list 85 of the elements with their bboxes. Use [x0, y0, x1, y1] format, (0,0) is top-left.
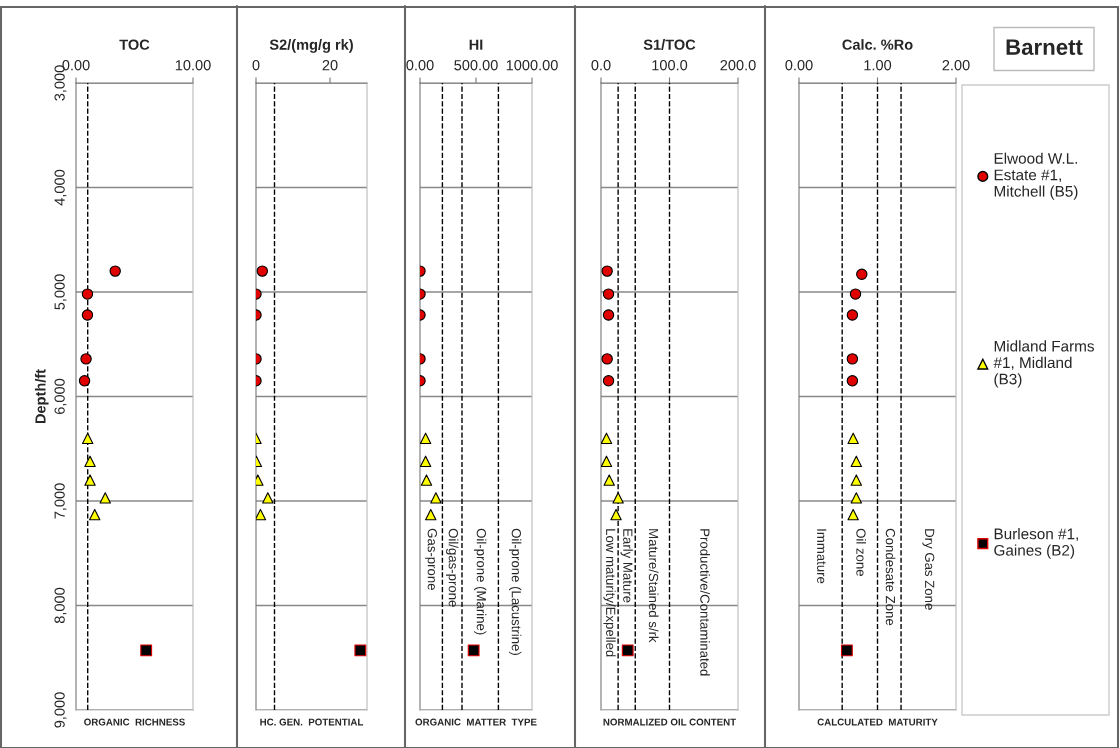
- point: [846, 375, 859, 387]
- point: [846, 309, 859, 321]
- point: [850, 492, 863, 504]
- x-axis-title: HC. GEN. POTENTIAL: [260, 718, 364, 726]
- point: [850, 474, 863, 486]
- point: [99, 492, 111, 504]
- x-tick-label: 0.00: [406, 60, 434, 71]
- legend-label: Burleson #1, Gaines (B2): [994, 528, 1078, 559]
- y-tick-label: 5,000: [54, 274, 67, 310]
- point: [467, 644, 480, 657]
- point: [420, 455, 432, 467]
- point: [601, 353, 613, 365]
- point: [610, 508, 622, 521]
- point: [78, 375, 91, 387]
- point: [602, 309, 615, 321]
- annotation: Condesate Zone: [885, 528, 896, 626]
- y-tick-label: 8,000: [54, 587, 67, 624]
- annotation: Early Mature: [620, 529, 633, 603]
- y-axis-title: Depth/ft: [34, 369, 49, 424]
- x-tick-label: 1.00: [864, 60, 892, 71]
- x-tick-label: 10.00: [175, 60, 211, 71]
- y-tick-label: 7,000: [54, 483, 67, 519]
- y-tick-label: 9,000: [54, 692, 67, 728]
- annotation: Oil-prone (Marine): [474, 528, 487, 635]
- x-tick-label: 1000.00: [506, 60, 558, 71]
- point: [81, 288, 94, 300]
- point: [847, 508, 859, 521]
- x-tick-label: 0.00: [785, 60, 813, 71]
- x-axis-title: CALCULATED MATURITY: [817, 718, 938, 726]
- point: [601, 265, 613, 277]
- point: [430, 492, 442, 504]
- point: [84, 455, 96, 467]
- x-tick-label: 200.0: [720, 60, 756, 71]
- point: [109, 265, 121, 277]
- point: [602, 288, 615, 300]
- point: [601, 432, 613, 445]
- point: [354, 644, 367, 657]
- point: [850, 455, 863, 467]
- point: [140, 644, 153, 657]
- annotation: Oil-prone (Lacustrine): [509, 528, 522, 655]
- x-axis-title: ORGANIC MATTER TYPE: [415, 718, 537, 726]
- annotation: Dry Gas Zone: [922, 529, 935, 610]
- point: [621, 644, 634, 657]
- point: [84, 474, 96, 486]
- point: [81, 309, 94, 321]
- x-tick-label: 100.0: [652, 60, 688, 71]
- point: [80, 353, 92, 365]
- chart-title: S1/TOC: [643, 39, 696, 50]
- point: [846, 353, 859, 365]
- point: [602, 375, 615, 387]
- x-tick-label: 2.00: [942, 60, 970, 71]
- point: [601, 455, 613, 467]
- legend-label: Elwood W.L. Estate #1, Mitchell (B5): [994, 152, 1078, 200]
- point: [856, 268, 868, 280]
- y-tick-label: 6,000: [54, 378, 67, 414]
- annotation: Gas-prone: [425, 528, 437, 590]
- point: [612, 492, 624, 504]
- x-tick-label: 0.0: [591, 60, 611, 71]
- y-tick-label: 4,000: [54, 169, 67, 206]
- point: [420, 432, 432, 445]
- chart-title: TOC: [119, 39, 150, 50]
- point: [603, 474, 615, 486]
- annotation: Low maturity/Expelled: [603, 529, 616, 657]
- legend-label: Midland Farms #1, Midland (B3): [993, 340, 1094, 388]
- x-tick-label: 20: [322, 60, 338, 71]
- point: [849, 288, 862, 300]
- chart-title: Calc. %Ro: [842, 39, 913, 50]
- point: [81, 432, 94, 445]
- annotation: Immature: [817, 529, 827, 584]
- point: [89, 508, 101, 521]
- point: [420, 474, 433, 486]
- text: Barnett: [1006, 39, 1083, 55]
- x-axis-title: NORMALIZED OIL CONTENT: [603, 718, 737, 726]
- annotation: Productive/Contaminated: [700, 529, 710, 676]
- annotation: Mature/Stained s/rk: [648, 529, 659, 643]
- annotation: Oil zone: [856, 528, 866, 576]
- point: [847, 432, 859, 445]
- x-axis-title: ORGANIC RICHNESS: [84, 718, 185, 726]
- x-tick-label: 500.00: [454, 60, 498, 71]
- chart-title: S2/(mg/g rk): [269, 39, 353, 53]
- annotation: Oil/gas-prone: [446, 528, 459, 607]
- chart-title: HI: [469, 39, 483, 50]
- point: [425, 508, 437, 521]
- x-tick-label: 0: [252, 60, 260, 71]
- point: [840, 644, 853, 657]
